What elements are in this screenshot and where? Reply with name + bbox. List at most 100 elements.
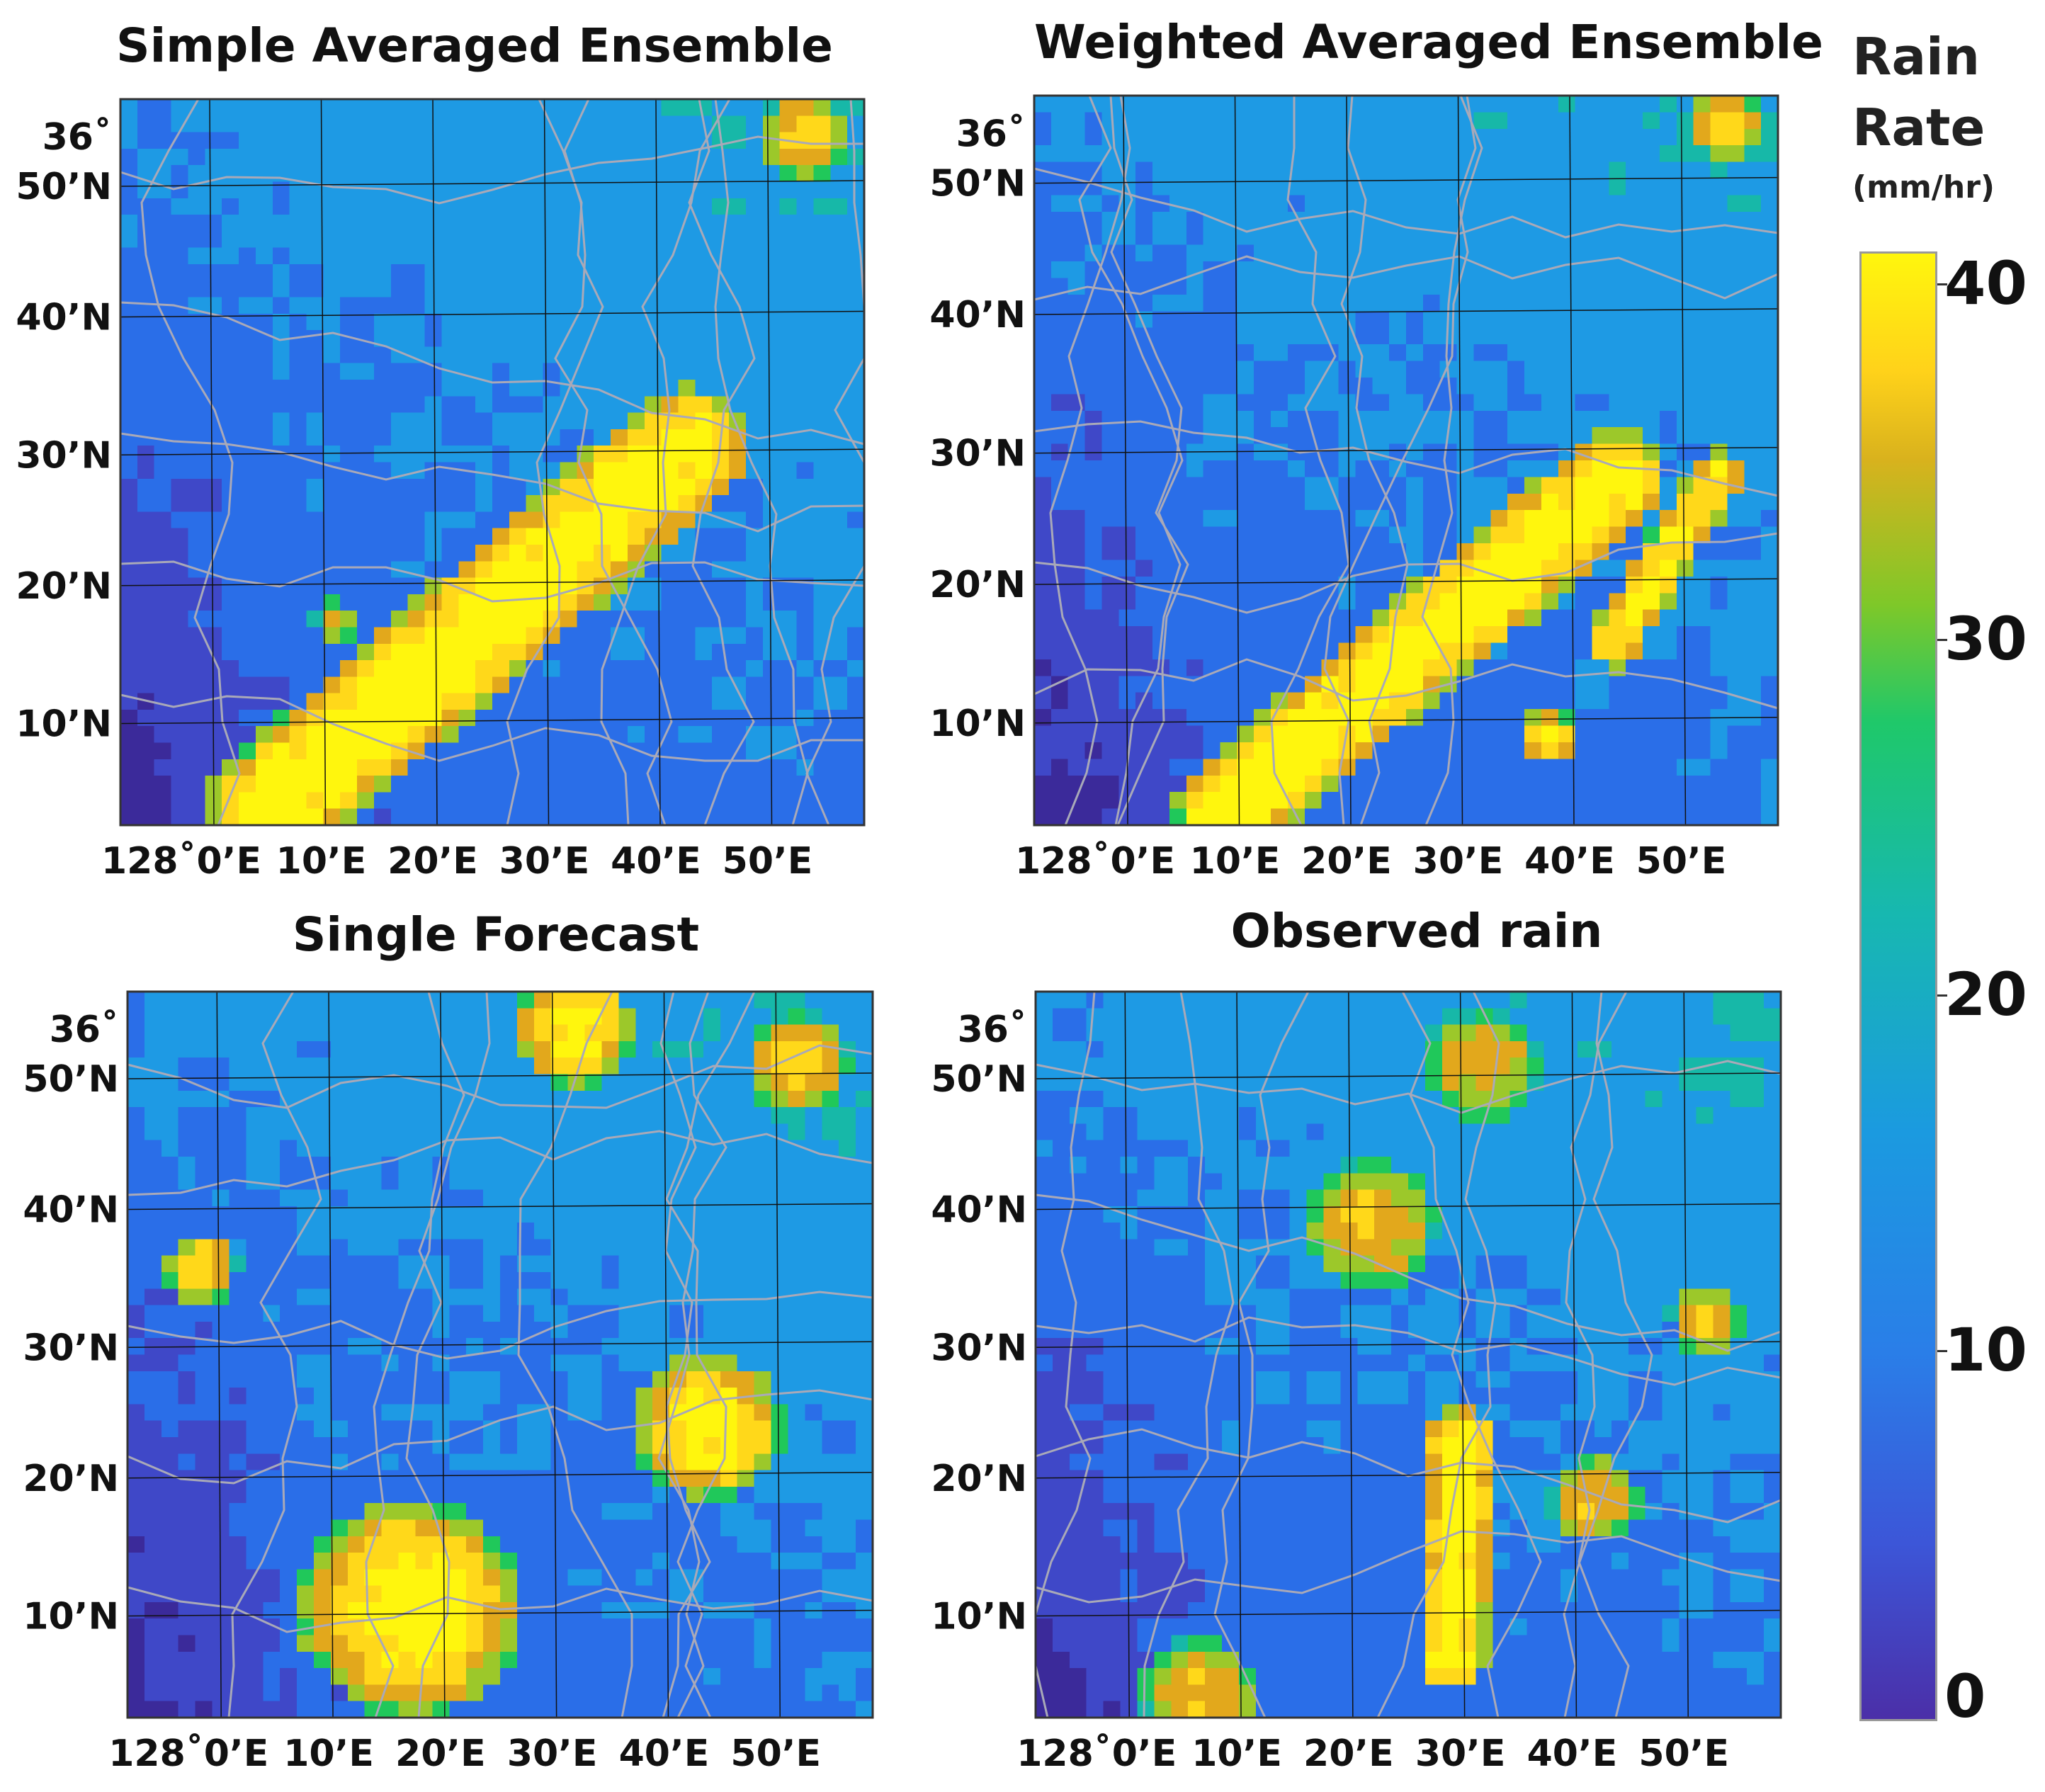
rain-cell — [357, 577, 375, 595]
rain-cell — [239, 363, 256, 380]
rain-cell — [154, 577, 172, 595]
rain-cell — [475, 660, 493, 677]
rain-cell — [796, 380, 814, 397]
border-line — [120, 693, 864, 762]
rain-cell — [297, 1288, 315, 1306]
rain-cell — [374, 528, 392, 545]
rain-cell — [374, 594, 392, 611]
rain-cell — [222, 676, 239, 694]
rain-cell — [1744, 410, 1762, 428]
rain-cell — [280, 1189, 298, 1207]
rain-cell — [1693, 394, 1711, 412]
rain-cell — [611, 429, 628, 446]
rain-cell — [306, 280, 324, 298]
rain-cell — [289, 759, 307, 776]
rain-cell — [1101, 460, 1119, 477]
rain-cell — [1338, 477, 1356, 494]
rain-cell — [475, 577, 493, 595]
rain-cell — [1676, 378, 1694, 395]
rain-cell — [1084, 543, 1103, 560]
parallel-line — [120, 310, 865, 318]
rain-cell — [1304, 526, 1322, 544]
rain-cell — [577, 759, 594, 776]
rain-cell — [381, 1272, 400, 1289]
meridian-line — [1123, 95, 1128, 826]
rain-cell — [1660, 560, 1677, 577]
rain-cell — [1254, 112, 1271, 130]
rain-cell — [627, 429, 645, 446]
rain-cell — [1203, 759, 1221, 776]
rain-cell — [407, 594, 426, 611]
rain-cell — [1254, 576, 1271, 594]
y-tick-label: 50’N — [929, 163, 1026, 205]
parallel-line — [1033, 176, 1779, 184]
rain-cell — [1558, 311, 1576, 329]
rain-cell — [255, 759, 273, 776]
rain-cell — [306, 660, 324, 677]
rain-cell — [1541, 692, 1559, 710]
rain-cell — [347, 1486, 366, 1504]
rain-cell — [330, 1420, 349, 1438]
rain-cell — [263, 1601, 281, 1619]
rain-cell — [1575, 161, 1593, 179]
rain-cell — [323, 313, 341, 331]
rain-cell — [492, 165, 510, 183]
rain-cell — [357, 643, 375, 661]
rain-cell — [1761, 642, 1779, 660]
rain-cell — [1050, 211, 1069, 229]
rain-cell — [347, 1618, 366, 1636]
rain-cell — [1456, 526, 1475, 544]
rain-cell — [1744, 626, 1762, 644]
rain-cell — [1271, 344, 1288, 362]
rain-cell — [1338, 642, 1356, 660]
rain-cell — [762, 643, 781, 661]
rain-cell — [500, 1486, 518, 1504]
rain-cell — [509, 215, 527, 232]
rain-cell — [813, 478, 831, 496]
rain-cell — [1254, 443, 1271, 461]
rain-cell — [1237, 576, 1254, 594]
rain-cell — [1643, 128, 1660, 146]
rain-cell — [1254, 161, 1271, 179]
rain-cell — [222, 462, 239, 480]
rain-cell — [1676, 626, 1694, 644]
rain-cell — [263, 1223, 281, 1240]
rain-cell — [1761, 560, 1779, 577]
rain-cell — [1609, 742, 1626, 759]
rain-cell — [1643, 775, 1660, 793]
rain-cell — [1220, 244, 1237, 262]
rain-cell — [1406, 228, 1424, 246]
rain-cell — [1389, 311, 1407, 329]
rain-cell — [695, 611, 713, 628]
rain-cell — [1169, 378, 1187, 395]
rain-cell — [1490, 128, 1508, 146]
rain-cell — [1575, 792, 1593, 810]
rain-cell — [323, 297, 341, 314]
rain-cell — [239, 545, 256, 562]
rain-cell — [390, 115, 409, 133]
rain-cell — [1592, 311, 1609, 329]
rain-cell — [1643, 112, 1660, 130]
rain-cell — [661, 148, 679, 166]
rain-cell — [398, 1272, 416, 1289]
rain-cell — [661, 165, 679, 183]
rain-cell — [1473, 327, 1491, 345]
rain-cell — [1050, 510, 1069, 528]
rain-cell — [449, 1173, 467, 1191]
rain-cell — [432, 1601, 450, 1619]
rain-cell — [483, 1223, 501, 1240]
rain-cell — [289, 792, 307, 810]
rain-cell — [1727, 327, 1745, 345]
rain-cell — [1271, 460, 1288, 477]
rain-cell — [441, 330, 459, 347]
rain-cell — [1220, 775, 1237, 793]
rain-cell — [289, 742, 307, 760]
rain-cell — [746, 247, 764, 265]
rain-cell — [526, 346, 544, 364]
rain-cell — [137, 545, 155, 562]
rain-cell — [137, 148, 155, 166]
rain-cell — [475, 545, 493, 562]
rain-cell — [1203, 410, 1221, 428]
rain-cell — [1507, 725, 1525, 743]
rain-cell — [137, 231, 155, 249]
